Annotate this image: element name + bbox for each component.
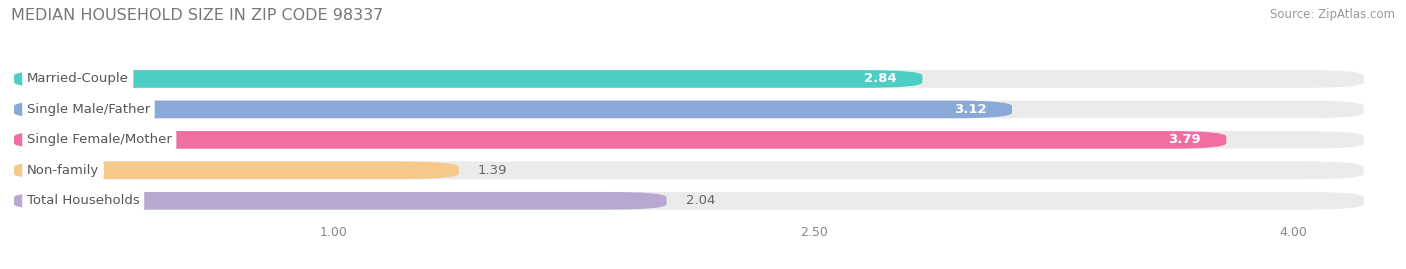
Text: Single Male/Father: Single Male/Father (27, 103, 150, 116)
FancyBboxPatch shape (14, 131, 1364, 149)
Text: 1.39: 1.39 (478, 164, 508, 177)
FancyBboxPatch shape (14, 192, 666, 210)
FancyBboxPatch shape (14, 161, 458, 179)
FancyBboxPatch shape (14, 131, 1226, 149)
FancyBboxPatch shape (14, 192, 1364, 210)
Text: Non-family: Non-family (27, 164, 98, 177)
Text: MEDIAN HOUSEHOLD SIZE IN ZIP CODE 98337: MEDIAN HOUSEHOLD SIZE IN ZIP CODE 98337 (11, 8, 384, 23)
Text: Single Female/Mother: Single Female/Mother (27, 133, 172, 146)
Text: 3.79: 3.79 (1168, 133, 1201, 146)
Text: 2.04: 2.04 (686, 194, 716, 207)
FancyBboxPatch shape (14, 101, 1012, 118)
FancyBboxPatch shape (14, 161, 1364, 179)
Text: 3.12: 3.12 (953, 103, 987, 116)
FancyBboxPatch shape (14, 70, 1364, 88)
Text: Married-Couple: Married-Couple (27, 72, 129, 86)
FancyBboxPatch shape (14, 101, 1364, 118)
Text: Source: ZipAtlas.com: Source: ZipAtlas.com (1270, 8, 1395, 21)
Text: Total Households: Total Households (27, 194, 139, 207)
FancyBboxPatch shape (14, 70, 922, 88)
Text: 2.84: 2.84 (865, 72, 897, 86)
